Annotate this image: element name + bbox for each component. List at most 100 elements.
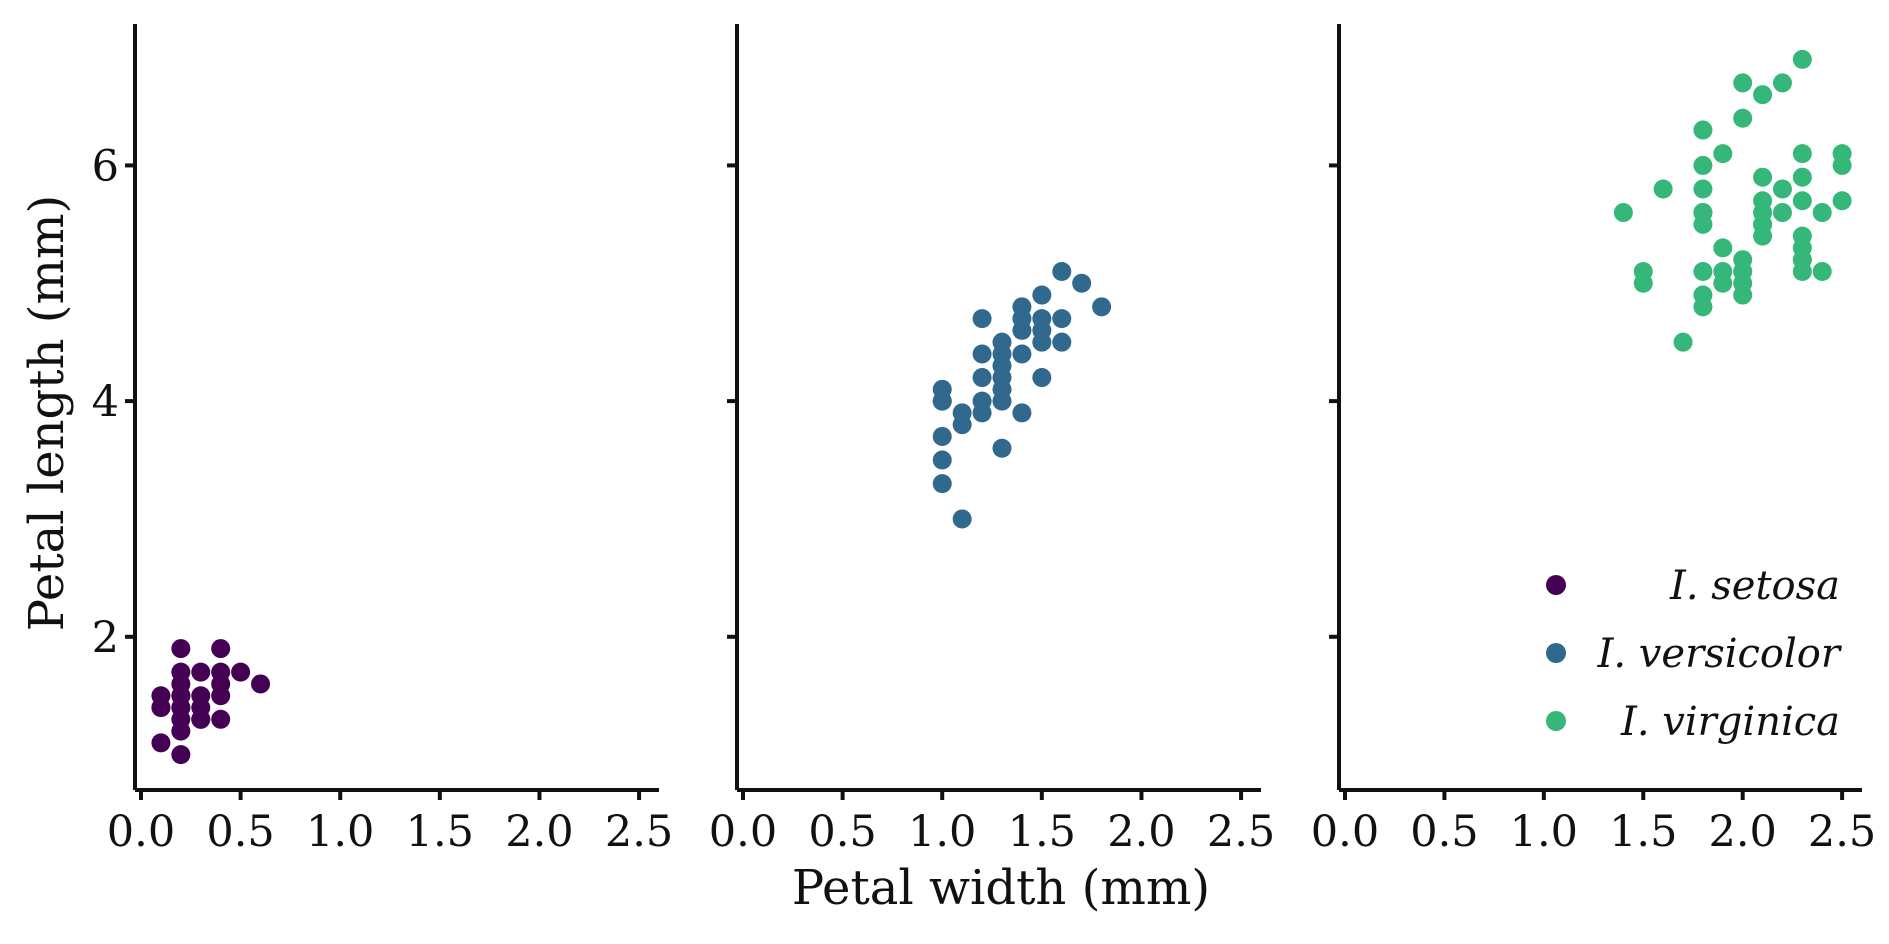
legend-marker: [1546, 711, 1566, 731]
data-point-i-setosa: [171, 639, 191, 659]
data-point-i-versicolor: [1052, 261, 1072, 281]
data-point-i-virginica: [1673, 332, 1693, 352]
data-point-i-virginica: [1653, 179, 1673, 199]
data-point-i-virginica: [1693, 285, 1713, 305]
data-point-i-virginica: [1792, 167, 1812, 187]
data-point-i-virginica: [1753, 214, 1773, 234]
data-point-i-virginica: [1772, 203, 1792, 223]
data-point-i-versicolor: [1012, 297, 1032, 317]
legend-marker: [1546, 575, 1566, 595]
data-point-i-virginica: [1792, 191, 1812, 211]
data-point-i-setosa: [171, 745, 191, 765]
data-point-i-versicolor: [932, 391, 952, 411]
data-point-i-versicolor: [1072, 273, 1092, 293]
data-point-i-virginica: [1733, 73, 1753, 93]
data-point-i-versicolor: [1012, 344, 1032, 364]
data-point-i-versicolor: [1032, 309, 1052, 329]
data-point-i-virginica: [1713, 144, 1733, 164]
data-point-i-versicolor: [1092, 297, 1112, 317]
data-point-i-virginica: [1792, 49, 1812, 69]
x-tick-label: 2.0: [1107, 807, 1175, 857]
data-point-i-setosa: [171, 686, 191, 706]
legend-item: I. versicolor: [1546, 631, 1843, 677]
data-point-i-virginica: [1633, 261, 1653, 281]
data-point-i-versicolor: [1052, 309, 1072, 329]
x-tick-label: 2.5: [605, 807, 673, 857]
data-point-i-versicolor: [992, 332, 1012, 352]
data-point-i-virginica: [1713, 238, 1733, 258]
x-tick-label: 2.5: [1207, 807, 1275, 857]
x-tick-label: 0.5: [1410, 807, 1478, 857]
legend-label: I. versicolor: [1597, 631, 1843, 677]
data-point-i-setosa: [171, 662, 191, 682]
y-tick-label: 6: [92, 141, 119, 191]
data-point-i-versicolor: [932, 450, 952, 470]
data-point-i-virginica: [1733, 261, 1753, 281]
data-point-i-versicolor: [1012, 403, 1032, 423]
data-point-i-virginica: [1693, 203, 1713, 223]
x-tick-label: 1.5: [1008, 807, 1076, 857]
data-point-i-virginica: [1693, 155, 1713, 175]
data-point-i-setosa: [151, 698, 171, 718]
data-point-i-virginica: [1792, 226, 1812, 246]
x-tick-label: 1.5: [406, 807, 474, 857]
data-point-i-virginica: [1792, 144, 1812, 164]
data-point-i-virginica: [1792, 250, 1812, 270]
x-tick-label: 2.0: [505, 807, 573, 857]
data-point-i-virginica: [1753, 85, 1773, 105]
data-point-i-versicolor: [932, 426, 952, 446]
data-point-i-versicolor: [972, 309, 992, 329]
data-point-i-virginica: [1613, 203, 1633, 223]
legend-item: I. virginica: [1546, 699, 1840, 745]
data-point-i-versicolor: [952, 509, 972, 529]
y-tick-label: 2: [92, 613, 119, 663]
x-tick-label: 1.0: [306, 807, 374, 857]
legend-marker: [1546, 643, 1566, 663]
data-point-i-virginica: [1733, 108, 1753, 128]
y-tick-label: 4: [92, 377, 119, 427]
data-point-i-versicolor: [992, 438, 1012, 458]
data-point-i-virginica: [1832, 191, 1852, 211]
data-point-i-setosa: [231, 662, 251, 682]
legend-label: I. virginica: [1620, 699, 1840, 745]
data-point-i-setosa: [191, 709, 211, 729]
legend-label: I. setosa: [1669, 563, 1840, 609]
data-point-i-setosa: [211, 662, 231, 682]
data-point-i-versicolor: [1052, 332, 1072, 352]
data-point-i-versicolor: [972, 391, 992, 411]
x-tick-label: 0.0: [1311, 807, 1379, 857]
x-tick-label: 1.0: [1510, 807, 1578, 857]
data-point-i-versicolor: [952, 403, 972, 423]
x-tick-label: 1.0: [908, 807, 976, 857]
data-point-i-setosa: [191, 686, 211, 706]
data-point-i-virginica: [1693, 261, 1713, 281]
data-point-i-virginica: [1753, 191, 1773, 211]
facet-panel-2: 0.0 0.5 1.0 1.5 2.0 2.5: [709, 24, 1275, 857]
facet-panel-3: 0.0 0.5 1.0 1.5 2.0 2.5: [1311, 24, 1876, 857]
x-tick-label: 1.5: [1609, 807, 1677, 857]
data-point-i-virginica: [1693, 120, 1713, 140]
x-axis-title: Petal width (mm): [792, 860, 1210, 916]
x-tick-label: 2.0: [1708, 807, 1776, 857]
x-tick-label: 2.5: [1808, 807, 1876, 857]
y-axis-title: Petal length (mm): [19, 195, 75, 631]
data-point-i-virginica: [1812, 261, 1832, 281]
data-point-i-versicolor: [972, 344, 992, 364]
data-point-i-virginica: [1693, 179, 1713, 199]
data-point-i-virginica: [1832, 144, 1852, 164]
data-point-i-setosa: [211, 639, 231, 659]
data-point-i-versicolor: [1032, 368, 1052, 388]
data-point-i-setosa: [151, 733, 171, 753]
x-tick-label: 0.0: [709, 807, 777, 857]
data-point-i-versicolor: [1032, 285, 1052, 305]
data-point-i-setosa: [211, 709, 231, 729]
data-point-i-virginica: [1812, 203, 1832, 223]
data-point-i-virginica: [1753, 167, 1773, 187]
x-tick-label: 0.5: [206, 807, 274, 857]
data-point-i-versicolor: [932, 474, 952, 494]
legend: I. setosa I. versicolor I. virginica: [1546, 563, 1843, 745]
facet-panel-1: 2 4 6 0.0 0.5 1.0 1.5 2.0 2.5: [92, 24, 673, 857]
data-point-i-virginica: [1713, 261, 1733, 281]
